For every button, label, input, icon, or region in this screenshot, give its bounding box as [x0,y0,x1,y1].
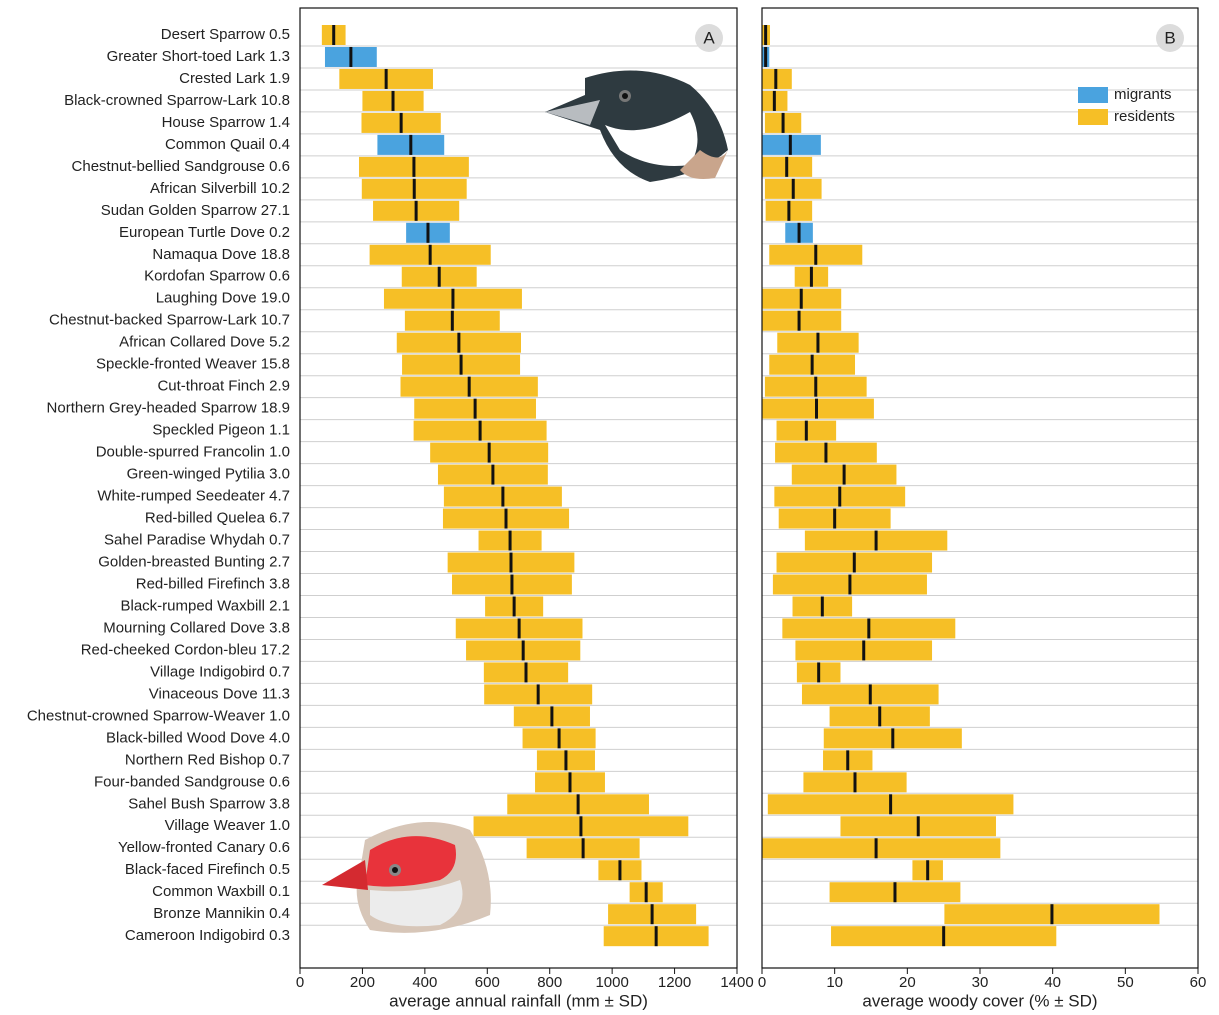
category-label: Black-crowned Sparrow-Lark 10.8 [64,92,290,109]
category-label: Northern Red Bishop 0.7 [125,751,290,768]
category-label: Four-banded Sandgrouse 0.6 [94,773,290,790]
category-label: Crested Lark 1.9 [179,70,290,87]
category-label: Red-cheeked Cordon-bleu 17.2 [81,641,290,658]
category-label: African Collared Dove 5.2 [119,334,290,351]
category-label: Greater Short-toed Lark 1.3 [107,48,290,65]
category-label: European Turtle Dove 0.2 [119,224,290,241]
category-label: House Sparrow 1.4 [162,114,290,131]
category-label: Sudan Golden Sparrow 27.1 [101,202,290,219]
x-tick-label: 30 [972,974,989,991]
plot-frame [299,7,738,969]
category-label: Laughing Dove 19.0 [156,290,290,307]
category-label: Double-spurred Francolin 1.0 [96,444,290,461]
category-label: Chestnut-bellied Sandgrouse 0.6 [72,158,290,175]
category-label: Mourning Collared Dove 3.8 [103,619,290,636]
category-label: White-rumped Seedeater 4.7 [97,488,290,505]
legend-swatch [1078,87,1108,103]
category-label: African Silverbill 10.2 [150,180,290,197]
legend-label: migrants [1114,86,1172,103]
category-label: Red-billed Quelea 6.7 [145,510,290,527]
x-tick-label: 60 [1190,974,1207,991]
category-label: Red-billed Firefinch 3.8 [136,575,290,592]
x-tick-label: 0 [758,974,766,991]
red-headed-bird-illustration [322,822,491,933]
category-label: Village Indigobird 0.7 [150,663,290,680]
x-tick-label: 1000 [595,974,628,991]
category-label: Bronze Mannikin 0.4 [153,905,290,922]
x-tick-label: 600 [475,974,500,991]
legend-label: residents [1114,108,1175,125]
category-label: Black-rumped Waxbill 2.1 [120,597,290,614]
category-label: Sahel Paradise Whydah 0.7 [104,532,290,549]
row-separators [300,45,1198,926]
panel-label: A [703,28,715,47]
category-label: Chestnut-backed Sparrow-Lark 10.7 [49,312,290,329]
x-tick-label: 50 [1117,974,1134,991]
x-tick-label: 800 [537,974,562,991]
category-label: Sahel Bush Sparrow 3.8 [128,795,290,812]
axes: Desert Sparrow 0.5 Greater Short-toed Lar… [27,7,1207,1010]
category-label: Desert Sparrow 0.5 [161,26,290,43]
range-bar [762,310,842,331]
category-label: Green-winged Pytilia 3.0 [127,466,290,483]
category-label: Village Weaver 1.0 [165,817,290,834]
category-label: Namaqua Dove 18.8 [152,246,290,263]
category-label: Golden-breasted Bunting 2.7 [98,553,290,570]
category-label: Speckled Pigeon 1.1 [152,422,290,439]
x-tick-label: 200 [350,974,375,991]
category-label: Northern Grey-headed Sparrow 18.9 [47,400,290,417]
category-label: Black-faced Firefinch 0.5 [125,861,290,878]
category-label: Chestnut-crowned Sparrow-Weaver 1.0 [27,707,290,724]
category-label: Cameroon Indigobird 0.3 [125,927,290,944]
x-tick-label: 0 [296,974,304,991]
panel-label: B [1164,28,1175,47]
x-tick-label: 20 [899,974,916,991]
sparrow-illustration [545,70,728,182]
category-label: Vinaceous Dove 11.3 [149,685,290,702]
category-label: Black-billed Wood Dove 4.0 [106,729,290,746]
range-bar [762,838,1001,859]
bars [321,25,1160,947]
x-tick-label: 40 [1044,974,1061,991]
category-label: Yellow-fronted Canary 0.6 [118,839,290,856]
x-tick-label: 400 [412,974,437,991]
category-label: Common Quail 0.4 [165,136,290,153]
category-label: Cut-throat Finch 2.9 [157,378,290,395]
panel-badge [1156,24,1184,52]
panel-badge [695,24,723,52]
x-axis-label: average annual rainfall (mm ± SD) [389,991,648,1010]
category-label: Kordofan Sparrow 0.6 [144,268,290,285]
x-axis-label: average woody cover (% ± SD) [862,991,1097,1010]
category-label: Common Waxbill 0.1 [152,883,290,900]
x-tick-label: 1400 [720,974,753,991]
category-label: Speckle-fronted Weaver 15.8 [96,356,290,373]
x-tick-label: 10 [826,974,843,991]
x-tick-label: 1200 [658,974,691,991]
legend-swatch [1078,109,1108,125]
